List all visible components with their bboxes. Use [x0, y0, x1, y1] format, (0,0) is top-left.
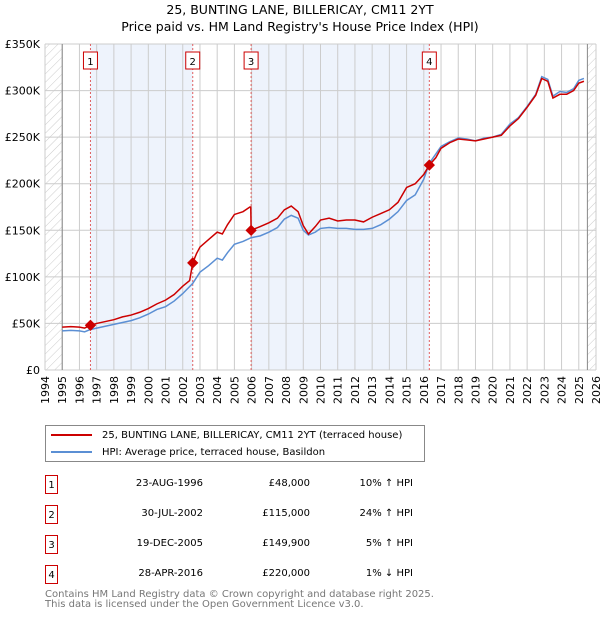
x-tick-label: 2004	[211, 376, 224, 404]
sale-price: £149,900	[262, 538, 310, 549]
sale-hpi-diff: 10% ↑ HPI	[359, 478, 413, 489]
legend: 25, BUNTING LANE, BILLERICAY, CM11 2YT (…	[45, 425, 425, 462]
price-chart: 1994 1995 1996 1997 1998 1999 2000 2001 2002 2003…	[5, 38, 600, 404]
x-tick-label: 2018	[452, 376, 465, 404]
series-line	[62, 75, 585, 333]
y-tick-label: £300K	[5, 85, 41, 98]
x-tick-label: 2003	[194, 376, 207, 404]
sale-date: 19-DEC-2005	[136, 538, 203, 549]
sale-number: 1	[45, 475, 58, 494]
legend-item-property: 25, BUNTING LANE, BILLERICAY, CM11 2YT (…	[46, 427, 402, 443]
x-tick-label: 2015	[401, 376, 414, 404]
x-tick-label: 2010	[315, 376, 328, 404]
x-tick-label: 1996	[73, 376, 86, 404]
sale-number: 2	[45, 505, 58, 524]
sale-date: 23-AUG-1996	[135, 478, 203, 489]
sale-hpi-diff: 24% ↑ HPI	[359, 508, 413, 519]
sale-row: 4 28-APR-2016 £220,000 1% ↓ HPI	[45, 565, 445, 585]
sale-date: 28-APR-2016	[138, 568, 203, 579]
x-tick-label: 2022	[521, 376, 534, 404]
x-tick-label: 2016	[418, 376, 431, 404]
hatch-region-left	[45, 44, 63, 370]
x-tick-label: 2008	[280, 376, 293, 404]
sale-marker-label: 1	[87, 57, 93, 68]
y-tick-label: £0	[26, 364, 40, 377]
legend-swatch-red	[51, 434, 92, 436]
x-tick-label: 2006	[246, 376, 259, 404]
chart-subtitle: Price paid vs. HM Land Registry's House …	[121, 19, 479, 34]
sale-row: 2 30-JUL-2002 £115,000 24% ↑ HPI	[45, 505, 445, 525]
x-tick-label: 1997	[91, 376, 104, 404]
x-tick-label: 2024	[556, 376, 569, 404]
x-tick-label: 2019	[469, 376, 482, 404]
x-tick-label: 2007	[263, 376, 276, 404]
sale-hpi-diff: 5% ↑ HPI	[365, 538, 413, 549]
chart-title: 25, BUNTING LANE, BILLERICAY, CM11 2YT	[166, 2, 434, 17]
legend-label: HPI: Average price, terraced house, Basi…	[102, 446, 326, 458]
footer-copyright: Contains HM Land Registry data © Crown c…	[45, 589, 434, 600]
x-tick-label: 2011	[332, 376, 345, 404]
sale-point	[187, 257, 199, 269]
sale-point	[423, 159, 435, 171]
x-tick-label: 2002	[177, 376, 190, 404]
sale-date: 30-JUL-2002	[141, 508, 203, 519]
sale-price: £115,000	[262, 508, 310, 519]
y-tick-label: £250K	[5, 131, 41, 144]
y-tick-label: £200K	[5, 178, 41, 191]
sale-marker-label: 2	[190, 57, 196, 68]
sale-marker-box	[243, 51, 259, 70]
x-tick-label: 2005	[228, 376, 241, 404]
x-tick-label: 2014	[383, 376, 396, 404]
x-tick-label: 1999	[125, 376, 138, 404]
sale-marker-label: 3	[248, 57, 254, 68]
y-tick-label: £150K	[5, 224, 41, 237]
footer: Contains HM Land Registry data © Crown c…	[45, 590, 434, 610]
x-tick-label: 2025	[573, 376, 586, 404]
x-tick-label: 1998	[108, 376, 121, 404]
legend-item-hpi: HPI: Average price, terraced house, Basi…	[46, 444, 325, 460]
x-tick-label: 1994	[39, 376, 52, 404]
x-tick-label: 2001	[160, 376, 173, 404]
x-tick-label: 2000	[142, 376, 155, 404]
x-tick-label: 2012	[349, 376, 362, 404]
x-tick-label: 2017	[435, 376, 448, 404]
sale-price: £48,000	[268, 478, 310, 489]
x-tick-label: 2021	[504, 376, 517, 404]
sale-number: 4	[45, 565, 58, 584]
series-line	[62, 77, 585, 329]
x-tick-label: 2009	[297, 376, 310, 404]
sale-price: £220,000	[262, 568, 310, 579]
sale-marker-label: 4	[426, 57, 432, 68]
x-tick-label: 2013	[366, 376, 379, 404]
shaded-period	[90, 44, 193, 370]
sale-row: 1 23-AUG-1996 £48,000 10% ↑ HPI	[45, 475, 445, 495]
sale-row: 3 19-DEC-2005 £149,900 5% ↑ HPI	[45, 535, 445, 555]
sale-number: 3	[45, 535, 58, 554]
legend-swatch-blue	[51, 451, 92, 453]
sale-marker-box	[82, 51, 98, 70]
x-tick-label: 2020	[487, 376, 500, 404]
x-tick-label: 2023	[538, 376, 551, 404]
sale-hpi-diff: 1% ↓ HPI	[365, 568, 413, 579]
sale-marker-box	[185, 51, 201, 70]
y-tick-label: £50K	[12, 317, 41, 330]
x-tick-label: 1995	[56, 376, 69, 404]
sale-point	[245, 224, 257, 237]
x-tick-label: 2026	[590, 376, 600, 404]
y-tick-label: £100K	[5, 271, 41, 284]
sale-marker-box	[421, 51, 437, 70]
hatch-region-right	[587, 44, 596, 370]
shaded-period	[251, 44, 430, 370]
y-tick-label: £350K	[5, 38, 41, 51]
footer-licence: This data is licensed under the Open Gov…	[45, 599, 364, 610]
legend-label: 25, BUNTING LANE, BILLERICAY, CM11 2YT (…	[102, 429, 403, 441]
